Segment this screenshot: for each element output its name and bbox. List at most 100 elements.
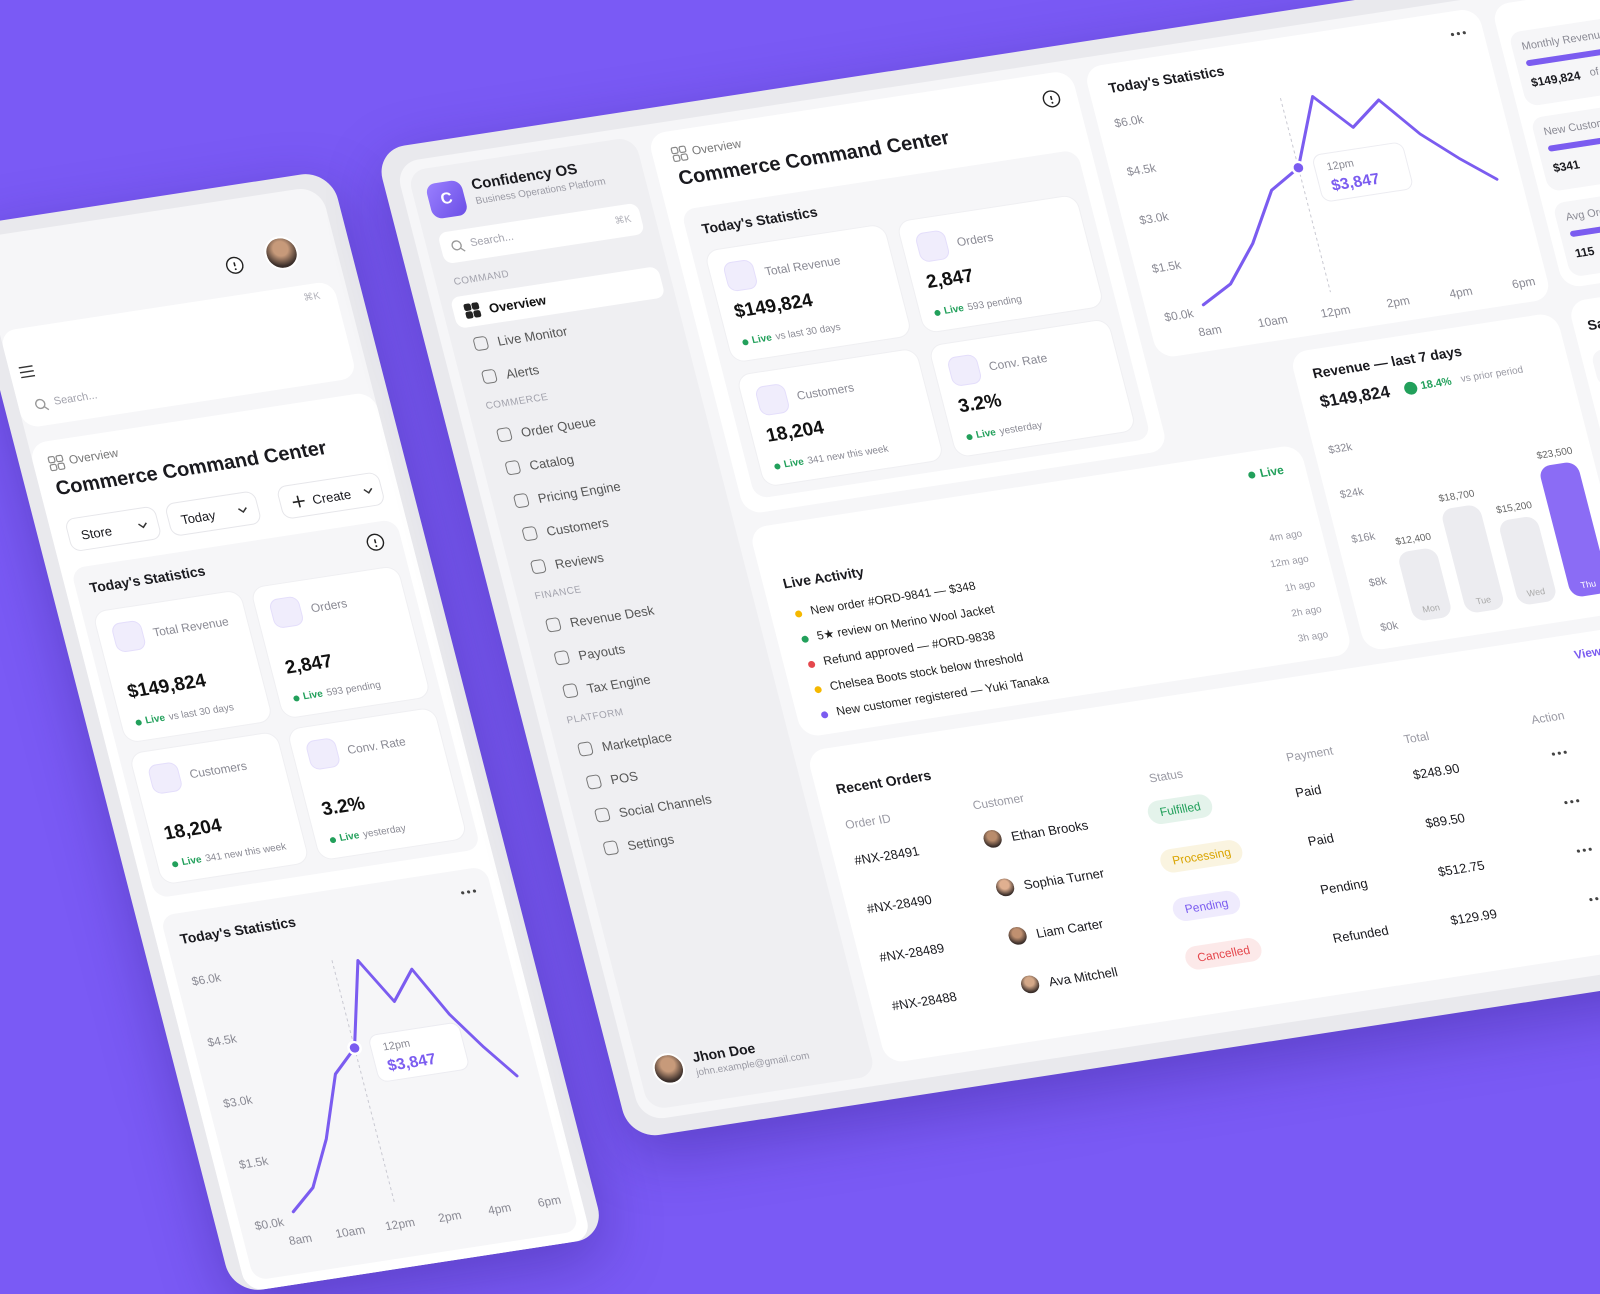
- stat-card: Orders 2,847 Live 593 pending: [895, 193, 1105, 335]
- nav-label: Live Monitor: [495, 323, 569, 349]
- stat-note: yesterday: [998, 420, 1044, 438]
- goal-item: New Customers$341of $500: [1530, 97, 1600, 193]
- status-text: Live: [750, 332, 774, 347]
- dot: [1582, 848, 1586, 852]
- bar-category-label: Wed: [1526, 586, 1546, 598]
- view-all[interactable]: View All: [1572, 641, 1600, 662]
- filter-label: Store: [79, 523, 114, 543]
- handle: [460, 247, 466, 252]
- nav-section: COMMERCE: [484, 391, 550, 413]
- customer-name: Sophia Turner: [1021, 865, 1106, 893]
- stats-title: Today's Statistics: [699, 203, 820, 237]
- y-tick-label: $32k: [1327, 441, 1354, 456]
- filter-dropdown[interactable]: Store: [63, 505, 163, 553]
- status-pill: Processing: [1157, 838, 1246, 875]
- live-title: Live Activity: [781, 563, 866, 592]
- chevron: [238, 507, 247, 514]
- order-total: $512.75: [1436, 857, 1487, 880]
- nav-icon: [472, 335, 490, 352]
- stat-label: Total Revenue: [763, 253, 842, 279]
- line-chart: $0.0k $1.5k $3.0k $4.5k $6.0k 8am 10am 12pm 2pm 4…: [1113, 95, 1537, 339]
- avatar: [649, 1051, 689, 1087]
- bar: [1442, 505, 1504, 613]
- y-tick-label: $3.0k: [1138, 209, 1170, 227]
- goal-item: Avg Order Value115of 130: [1552, 182, 1600, 278]
- more-icon[interactable]: [1562, 797, 1581, 806]
- stat-card: Conv. Rate 3.2% Live yesterday: [927, 318, 1137, 459]
- nav-label: Social Channels: [617, 791, 714, 821]
- y-tick-label: $24k: [1339, 486, 1366, 501]
- stat-note: vs last 30 days: [167, 702, 236, 723]
- column-header: Customer: [971, 791, 1026, 813]
- cell: [678, 145, 687, 154]
- x-tick-label: 4pm: [1448, 284, 1474, 301]
- stat-card: Total Revenue $149,824 Live vs last 30 days: [91, 589, 274, 744]
- stat-footnote: Live vs last 30 days: [741, 322, 842, 348]
- stat-label: Conv. Rate: [987, 350, 1049, 374]
- stat-icon: [304, 737, 342, 771]
- avatar: [260, 234, 303, 273]
- live-status: Live: [1258, 462, 1286, 481]
- x-tick-label: 10am: [1256, 312, 1289, 330]
- menu-line: [19, 370, 34, 374]
- payment: Paid: [1306, 830, 1336, 849]
- search-icon: [451, 240, 466, 252]
- statistics-card: Today's Statistics $0.0k $1.5k $3.0k $4.5k $6…: [160, 866, 580, 1281]
- stat-label: Conv. Rate: [345, 734, 408, 757]
- more-icon[interactable]: [1587, 894, 1600, 903]
- mark: [233, 262, 236, 267]
- avatar: [979, 826, 1007, 852]
- stat-value: 18,204: [764, 417, 827, 447]
- menu-line: [18, 365, 33, 369]
- stat-card: Orders 2,847 Live 593 pending: [249, 565, 432, 720]
- handle: [44, 406, 50, 411]
- stat-value: 18,204: [161, 815, 224, 845]
- overview-card: Overview Commerce Command Center Today's S…: [647, 69, 1169, 515]
- chart-title: Today's Statistics: [178, 913, 298, 947]
- stat-label: Customers: [187, 758, 249, 782]
- nav-icon: [544, 616, 563, 633]
- create-button[interactable]: Create: [275, 471, 386, 520]
- status-text: Live: [782, 456, 806, 471]
- dashboard-frame: C Confidency OS Business Operations Platfo…: [394, 0, 1600, 1122]
- revenue-change-note: vs prior period: [1459, 364, 1525, 385]
- nav-icon: [521, 525, 539, 542]
- stat-label: Orders: [955, 230, 995, 250]
- breadcrumb: Overview: [67, 445, 120, 467]
- stat-note: vs last 30 days: [774, 321, 842, 343]
- search-box[interactable]: ⌘K Search...: [0, 280, 358, 429]
- lens: [451, 240, 462, 251]
- y-tick-label: $6.0k: [190, 970, 222, 988]
- nav-icon: [480, 368, 499, 385]
- more-icon[interactable]: [1550, 749, 1569, 758]
- activity-time: 3h ago: [1296, 629, 1330, 645]
- bar: [1399, 548, 1451, 621]
- live-dot: [1247, 471, 1257, 479]
- more-icon[interactable]: [1575, 846, 1594, 855]
- customer-name: Ava Mitchell: [1046, 964, 1120, 990]
- mark: [1049, 95, 1053, 100]
- x-tick-label: 8am: [287, 1231, 313, 1248]
- status-dot: [741, 338, 750, 346]
- stat-card: Total Revenue $149,824 Live vs last 30 days: [703, 223, 913, 364]
- revenue-change: 18.4%: [1419, 375, 1453, 392]
- search-shortcut: ⌘K: [613, 213, 633, 228]
- cell: [672, 154, 681, 163]
- stat-footnote: Live vs last 30 days: [134, 702, 235, 728]
- more-icon: [1450, 31, 1466, 37]
- nav-item[interactable]: Overview: [449, 266, 666, 329]
- nav-label: Marketplace: [600, 729, 674, 755]
- cell: [473, 310, 482, 318]
- more-icon: [461, 889, 477, 895]
- dot: [1462, 31, 1466, 35]
- x-tick-label: 2pm: [1385, 293, 1411, 310]
- region-row: United States: [1590, 328, 1600, 389]
- cell: [57, 462, 66, 471]
- filter-dropdown[interactable]: Today: [163, 490, 263, 537]
- stat-label: Total Revenue: [151, 614, 231, 640]
- x-tick-label: 10am: [334, 1223, 367, 1241]
- search-box[interactable]: Search... ⌘K: [437, 202, 646, 265]
- goal-target: of $200,000: [1588, 58, 1600, 79]
